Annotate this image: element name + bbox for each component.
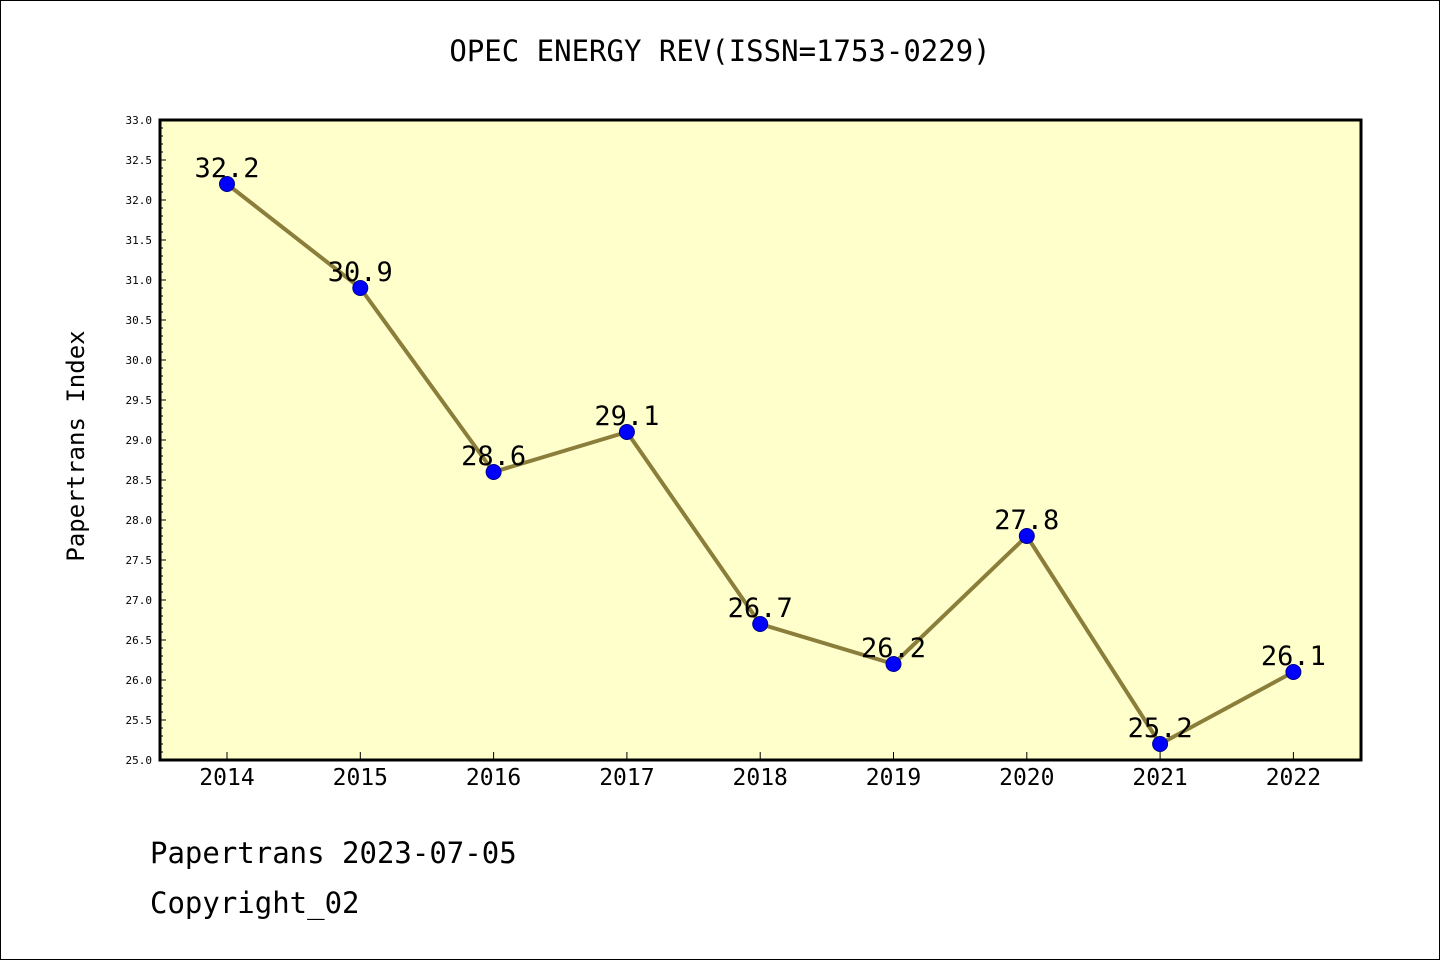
data-point bbox=[352, 280, 369, 296]
footer-date: Papertrans 2023-07-05 bbox=[150, 836, 517, 870]
y-axis: 25.0 25.5 26.0 26.5 27.0 27.5 28.0 28.5 29.0 29.5… bbox=[126, 114, 166, 767]
y-tick-label: 33.0 bbox=[126, 114, 153, 127]
x-tick-label: 2014 bbox=[199, 765, 254, 791]
y-tick-label: 29.0 bbox=[126, 434, 153, 447]
x-tick-label: 2017 bbox=[599, 765, 654, 791]
y-tick-label: 27.0 bbox=[126, 594, 153, 607]
y-tick-label: 29.5 bbox=[126, 394, 153, 407]
y-tick-label: 30.0 bbox=[126, 354, 153, 367]
y-tick-label: 26.5 bbox=[126, 634, 153, 647]
data-label: 32.2 bbox=[194, 153, 259, 184]
plot-border bbox=[158, 118, 1363, 762]
data-label: 26.2 bbox=[861, 633, 926, 664]
data-point bbox=[1152, 736, 1169, 752]
x-tick-label: 2022 bbox=[1266, 765, 1321, 791]
data-label: 25.2 bbox=[1128, 713, 1193, 744]
x-tick-label: 2016 bbox=[466, 765, 521, 791]
y-tick-label: 30.5 bbox=[126, 314, 153, 327]
data-point bbox=[618, 424, 635, 440]
x-tick-label: 2018 bbox=[733, 765, 788, 791]
markers-group bbox=[219, 176, 1302, 752]
chart-title: OPEC ENERGY REV(ISSN=1753-0229) bbox=[449, 34, 991, 68]
y-tick-label: 32.0 bbox=[126, 194, 153, 207]
data-point bbox=[485, 464, 502, 480]
y-tick-label: 28.0 bbox=[126, 514, 153, 527]
data-label: 30.9 bbox=[328, 257, 393, 288]
data-point bbox=[219, 176, 235, 192]
y-tick-label: 25.5 bbox=[126, 714, 153, 727]
data-label: 29.1 bbox=[594, 401, 659, 432]
y-tick-label: 31.0 bbox=[126, 274, 153, 287]
y-tick-label: 28.5 bbox=[126, 474, 153, 487]
y-tick-label: 32.5 bbox=[126, 154, 153, 167]
data-point bbox=[1018, 528, 1035, 544]
data-labels-group: 32.2 30.9 28.6 29.1 26.7 26.2 27.8 25.2 26.1 bbox=[194, 153, 1325, 744]
x-tick-label: 2021 bbox=[1132, 765, 1187, 791]
x-tick-label: 2019 bbox=[866, 765, 921, 791]
y-tick-label: 27.5 bbox=[126, 554, 153, 567]
y-tick-label: 31.5 bbox=[126, 234, 153, 247]
plot-area bbox=[160, 120, 1361, 760]
data-label: 27.8 bbox=[994, 505, 1059, 536]
x-tick-label: 2020 bbox=[999, 765, 1054, 791]
y-tick-label: 26.0 bbox=[126, 674, 153, 687]
data-point bbox=[885, 656, 902, 672]
data-label: 26.1 bbox=[1261, 641, 1326, 672]
data-label: 28.6 bbox=[461, 441, 526, 472]
footer-copyright: Copyright_02 bbox=[150, 886, 360, 920]
data-point bbox=[1285, 664, 1302, 680]
y-tick-label: 25.0 bbox=[126, 754, 153, 767]
data-label: 26.7 bbox=[728, 593, 793, 624]
data-point bbox=[752, 616, 769, 632]
x-axis: 2014 2015 2016 2017 2018 2019 2020 2021 2022 bbox=[199, 752, 1321, 791]
x-tick-label: 2015 bbox=[333, 765, 388, 791]
